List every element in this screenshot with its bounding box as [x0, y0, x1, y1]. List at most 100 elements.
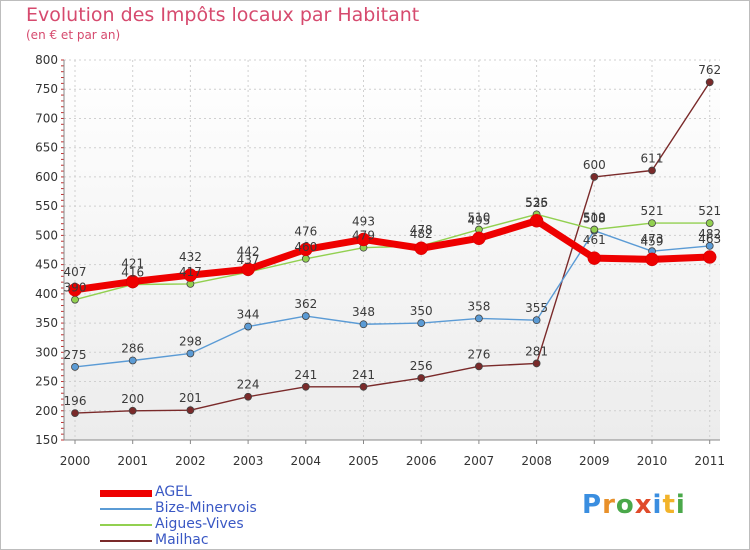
series-line-agel	[71, 217, 714, 294]
data-point-bize-minervois	[705, 242, 714, 250]
x-tick-label: 2008	[521, 454, 552, 468]
data-point-mailhac	[71, 409, 79, 418]
x-tick-label: 2001	[117, 454, 148, 468]
x-tick-label: 2004	[291, 454, 322, 468]
logo-letter: o	[615, 490, 635, 520]
data-point-aigues-vives	[590, 225, 599, 234]
data-label-aigues-vives: 479	[352, 229, 375, 243]
data-label-bize-minervois: 275	[64, 348, 87, 362]
y-tick-label: 150	[35, 433, 58, 447]
data-point-mailhac	[244, 392, 253, 401]
data-point-aigues-vives	[705, 219, 714, 228]
data-point-agel	[645, 252, 659, 267]
data-label-aigues-vives: 417	[179, 265, 202, 279]
data-point-bize-minervois	[244, 322, 253, 331]
data-point-agel	[68, 283, 82, 297]
data-label-bize-minervois: 286	[121, 341, 144, 355]
series-layer	[68, 78, 717, 418]
data-point-aigues-vives	[71, 295, 79, 304]
data-point-bize-minervois	[301, 312, 310, 320]
data-label-aigues-vives: 437	[237, 253, 260, 267]
data-label-agel: 525	[525, 196, 548, 210]
y-tick-label: 300	[35, 345, 58, 359]
series-line-bize-minervois	[74, 230, 711, 368]
data-point-agel	[587, 251, 602, 265]
data-point-agel	[702, 250, 717, 264]
y-tick-label: 250	[35, 375, 58, 389]
data-label-agel: 432	[179, 250, 202, 264]
data-point-mailhac	[590, 173, 599, 181]
data-label-agel: 421	[121, 257, 144, 271]
data-label-agel: 407	[64, 265, 87, 279]
data-point-bize-minervois	[474, 314, 483, 323]
x-tick-label: 2003	[233, 454, 264, 468]
data-label-aigues-vives: 416	[121, 265, 144, 279]
legend-swatch	[100, 540, 152, 542]
data-label-bize-minervois: 508	[583, 212, 606, 226]
data-point-bize-minervois	[186, 349, 195, 358]
data-label-bize-minervois: 362	[294, 297, 317, 311]
chart-title: Evolution des Impôts locaux par Habitant	[26, 4, 420, 26]
y-tick-label: 500	[35, 228, 58, 242]
data-label-aigues-vives: 510	[583, 211, 606, 225]
data-label-mailhac: 276	[467, 347, 490, 361]
data-point-mailhac	[417, 374, 426, 382]
data-label-aigues-vives: 460	[294, 240, 317, 254]
y-tick-label: 600	[35, 170, 58, 184]
y-tick-label: 650	[35, 141, 58, 155]
data-label-agel: 476	[294, 224, 317, 238]
y-tick-label: 450	[35, 258, 58, 272]
data-label-mailhac: 241	[352, 368, 375, 382]
data-point-mailhac	[532, 359, 541, 368]
data-point-aigues-vives	[301, 254, 310, 263]
data-point-bize-minervois	[532, 316, 541, 325]
data-label-bize-minervois: 482	[698, 227, 721, 241]
y-tick-label: 800	[35, 53, 58, 67]
plot-background	[64, 60, 720, 440]
y-tick-label: 550	[35, 199, 58, 213]
proxiti-logo: Proxiti	[582, 490, 686, 520]
data-point-agel	[414, 241, 428, 255]
data-label-agel: 478	[410, 223, 433, 237]
legend-label: Mailhac	[155, 532, 209, 548]
axis-layer: 150 200 250 300 350 400 450 500 550 600 650 700 750 8…	[35, 53, 725, 468]
data-label-agel: 461	[583, 233, 606, 247]
x-tick-label: 2011	[694, 454, 725, 468]
data-label-mailhac: 611	[641, 151, 664, 165]
grid-layer	[64, 59, 720, 441]
x-tick-label: 2006	[406, 454, 437, 468]
legend-label: AGEL	[155, 484, 192, 500]
data-label-bize-minervois: 348	[352, 305, 375, 319]
x-tick-label: 2000	[60, 454, 91, 468]
y-tick-label: 400	[35, 287, 58, 301]
data-label-aigues-vives: 390	[64, 281, 87, 295]
series-line-mailhac	[74, 81, 711, 414]
data-point-bize-minervois	[71, 363, 79, 371]
legend-label: Bize-Minervois	[155, 500, 257, 516]
data-label-mailhac: 200	[121, 392, 144, 406]
data-label-aigues-vives: 536	[525, 195, 548, 209]
legend-swatch	[100, 524, 152, 526]
logo-letter: P	[582, 490, 603, 520]
data-point-agel	[125, 274, 140, 289]
x-tick-label: 2005	[348, 454, 379, 468]
data-label-aigues-vives: 521	[698, 204, 721, 218]
data-point-agel	[529, 214, 544, 228]
data-point-mailhac	[359, 382, 368, 391]
data-label-mailhac: 241	[294, 368, 317, 382]
legend-swatch	[100, 490, 152, 497]
legend-swatch	[100, 508, 152, 510]
y-tick-label: 350	[35, 316, 58, 330]
x-tick-label: 2007	[464, 454, 495, 468]
y-tick-label: 750	[35, 82, 58, 96]
data-label-mailhac: 256	[410, 359, 433, 373]
data-point-mailhac	[186, 406, 195, 415]
data-point-mailhac	[648, 166, 656, 175]
data-label-bize-minervois: 298	[179, 334, 202, 348]
data-point-agel	[356, 232, 371, 247]
y-tick-label: 200	[35, 404, 58, 418]
data-label-aigues-vives: 482	[410, 227, 433, 241]
data-point-agel	[241, 262, 255, 277]
data-label-bize-minervois: 344	[237, 308, 260, 322]
